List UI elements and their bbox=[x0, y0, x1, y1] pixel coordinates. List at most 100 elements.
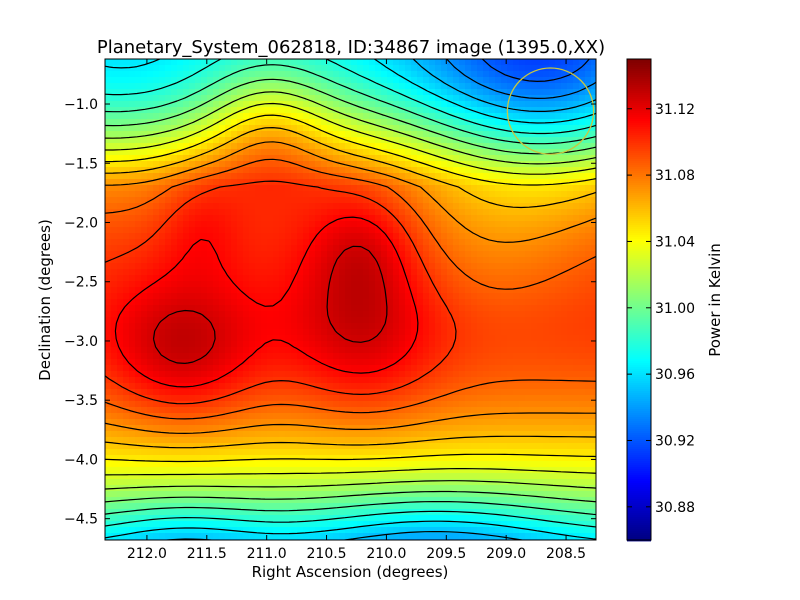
heatmap-cell bbox=[417, 101, 424, 108]
heatmap-cell bbox=[303, 335, 310, 342]
heatmap-cell bbox=[495, 125, 502, 132]
heatmap-cell bbox=[171, 125, 178, 132]
heatmap-cell bbox=[207, 71, 214, 78]
heatmap-cell bbox=[507, 341, 514, 348]
heatmap-cell bbox=[369, 377, 376, 384]
heatmap-cell bbox=[225, 155, 232, 162]
heatmap-cell bbox=[273, 221, 280, 228]
heatmap-cell bbox=[501, 293, 508, 300]
heatmap-cell bbox=[147, 113, 154, 120]
heatmap-cell bbox=[423, 191, 430, 198]
heatmap-cell bbox=[441, 383, 448, 390]
heatmap-cell bbox=[153, 107, 160, 114]
heatmap-cell bbox=[309, 341, 316, 348]
heatmap-cell bbox=[483, 131, 490, 138]
heatmap-cell bbox=[261, 377, 268, 384]
heatmap-cell bbox=[483, 413, 490, 420]
heatmap-cell bbox=[207, 119, 214, 126]
heatmap-cell bbox=[153, 227, 160, 234]
heatmap-cell bbox=[429, 227, 436, 234]
heatmap-cell bbox=[369, 383, 376, 390]
heatmap-cell bbox=[189, 239, 196, 246]
heatmap-cell bbox=[255, 371, 262, 378]
heatmap-cell bbox=[111, 245, 118, 252]
heatmap-cell bbox=[453, 161, 460, 168]
heatmap-cell bbox=[105, 215, 112, 222]
heatmap-cell bbox=[345, 257, 352, 264]
heatmap-cell bbox=[117, 401, 124, 408]
heatmap-cell bbox=[291, 413, 298, 420]
heatmap-cell bbox=[543, 275, 550, 282]
heatmap-cell bbox=[537, 257, 544, 264]
heatmap-cell bbox=[579, 359, 586, 366]
heatmap-cell bbox=[507, 167, 514, 174]
heatmap-cell bbox=[105, 305, 112, 312]
heatmap-cell bbox=[363, 65, 370, 72]
heatmap-cell bbox=[285, 407, 292, 414]
heatmap-cell bbox=[585, 335, 592, 342]
heatmap-cell bbox=[237, 257, 244, 264]
heatmap-cell bbox=[183, 245, 190, 252]
heatmap-cell bbox=[459, 137, 466, 144]
heatmap-cell bbox=[189, 281, 196, 288]
heatmap-cell bbox=[513, 209, 520, 216]
heatmap-cell bbox=[219, 323, 226, 330]
heatmap-cell bbox=[171, 71, 178, 78]
heatmap-cell bbox=[567, 233, 574, 240]
heatmap-cell bbox=[579, 275, 586, 282]
heatmap-cell bbox=[261, 281, 268, 288]
heatmap-cell bbox=[165, 179, 172, 186]
heatmap-cell bbox=[219, 65, 226, 72]
heatmap-cell bbox=[501, 77, 508, 84]
heatmap-cell bbox=[561, 59, 568, 66]
heatmap-cell bbox=[105, 413, 112, 420]
heatmap-cell bbox=[315, 143, 322, 150]
heatmap-cell bbox=[273, 341, 280, 348]
heatmap-cell bbox=[435, 89, 442, 96]
heatmap-cell bbox=[405, 251, 412, 258]
heatmap-cell bbox=[111, 125, 118, 132]
heatmap-cell bbox=[339, 113, 346, 120]
heatmap-cell bbox=[429, 269, 436, 276]
heatmap-cell bbox=[519, 251, 526, 258]
heatmap-cell bbox=[579, 113, 586, 120]
heatmap-cell bbox=[525, 143, 532, 150]
heatmap-cell bbox=[399, 149, 406, 156]
heatmap-cell bbox=[381, 335, 388, 342]
heatmap-cell bbox=[357, 131, 364, 138]
heatmap-cell bbox=[291, 197, 298, 204]
heatmap-cell bbox=[321, 353, 328, 360]
heatmap-cell bbox=[591, 341, 596, 348]
heatmap-cell bbox=[135, 89, 142, 96]
heatmap-cell bbox=[339, 209, 346, 216]
heatmap-cell bbox=[273, 305, 280, 312]
heatmap-cell bbox=[273, 251, 280, 258]
heatmap-cell bbox=[105, 383, 112, 390]
heatmap-cell bbox=[105, 293, 112, 300]
heatmap-cell bbox=[483, 65, 490, 72]
heatmap-cell bbox=[585, 275, 592, 282]
heatmap-cell bbox=[141, 335, 148, 342]
heatmap-cell bbox=[135, 323, 142, 330]
heatmap-cell bbox=[453, 227, 460, 234]
heatmap-cell bbox=[219, 83, 226, 90]
heatmap-cell bbox=[285, 233, 292, 240]
heatmap-cell bbox=[411, 155, 418, 162]
heatmap-cell bbox=[129, 95, 136, 102]
heatmap-cell bbox=[165, 155, 172, 162]
heatmap-cell bbox=[429, 119, 436, 126]
heatmap-cell bbox=[147, 293, 154, 300]
heatmap-cell bbox=[135, 95, 142, 102]
heatmap-cell bbox=[405, 173, 412, 180]
heatmap-cell bbox=[153, 401, 160, 408]
heatmap-cell bbox=[315, 119, 322, 126]
heatmap-cell bbox=[195, 197, 202, 204]
heatmap-cell bbox=[309, 155, 316, 162]
heatmap-cell bbox=[213, 119, 220, 126]
heatmap-cell bbox=[333, 407, 340, 414]
heatmap-cell bbox=[435, 161, 442, 168]
heatmap-cell bbox=[561, 329, 568, 336]
heatmap-cell bbox=[267, 335, 274, 342]
heatmap-cell bbox=[381, 173, 388, 180]
heatmap-cell bbox=[513, 161, 520, 168]
